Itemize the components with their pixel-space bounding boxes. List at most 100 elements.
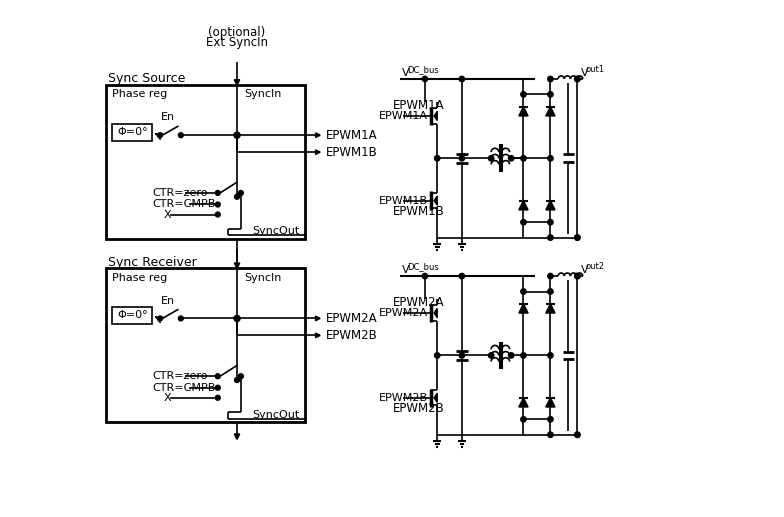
Circle shape xyxy=(216,396,220,400)
Text: CTR=zero: CTR=zero xyxy=(152,371,208,381)
Polygon shape xyxy=(546,107,555,116)
Polygon shape xyxy=(546,304,555,313)
Circle shape xyxy=(575,432,580,437)
Circle shape xyxy=(521,156,526,161)
Polygon shape xyxy=(234,434,240,439)
Text: DC_bus: DC_bus xyxy=(407,262,439,271)
Text: EPWM2B: EPWM2B xyxy=(393,402,445,415)
Text: out2: out2 xyxy=(586,262,604,271)
Text: CTR=CMPB: CTR=CMPB xyxy=(152,200,216,209)
Circle shape xyxy=(216,212,220,217)
Text: Φ=0°: Φ=0° xyxy=(117,310,147,321)
Circle shape xyxy=(548,417,553,422)
Text: EPWM1B: EPWM1B xyxy=(393,205,445,218)
Bar xyxy=(106,268,305,422)
Text: CTR=CMPB: CTR=CMPB xyxy=(152,383,216,393)
Polygon shape xyxy=(315,133,320,138)
Bar xyxy=(112,124,152,141)
Polygon shape xyxy=(315,333,320,338)
Circle shape xyxy=(459,156,465,161)
Circle shape xyxy=(521,353,526,358)
Circle shape xyxy=(521,92,526,97)
Circle shape xyxy=(434,156,440,161)
Text: V: V xyxy=(580,265,588,275)
Polygon shape xyxy=(234,80,240,85)
Circle shape xyxy=(548,235,553,240)
Circle shape xyxy=(234,315,240,322)
Circle shape xyxy=(238,374,243,378)
Circle shape xyxy=(216,202,220,207)
Circle shape xyxy=(548,353,553,358)
Text: En: En xyxy=(161,296,175,306)
Text: X: X xyxy=(164,393,172,403)
Circle shape xyxy=(509,353,514,358)
Bar xyxy=(106,85,305,239)
Text: DC_bus: DC_bus xyxy=(407,65,439,74)
Circle shape xyxy=(575,273,580,279)
Circle shape xyxy=(158,316,162,321)
Text: EPWM2A: EPWM2A xyxy=(393,296,445,309)
Circle shape xyxy=(548,273,553,279)
Polygon shape xyxy=(519,398,528,407)
Circle shape xyxy=(548,77,553,82)
Circle shape xyxy=(459,273,465,279)
Circle shape xyxy=(216,374,220,378)
Text: X: X xyxy=(164,209,172,220)
Polygon shape xyxy=(434,393,437,402)
Polygon shape xyxy=(315,316,320,321)
Circle shape xyxy=(216,191,220,195)
Circle shape xyxy=(216,386,220,390)
Text: Φ=0°: Φ=0° xyxy=(117,127,147,137)
Text: EPWM2A: EPWM2A xyxy=(326,312,378,325)
Polygon shape xyxy=(234,263,240,268)
Text: SyncOut: SyncOut xyxy=(252,226,299,236)
Text: (optional): (optional) xyxy=(209,26,266,39)
Circle shape xyxy=(434,353,440,358)
Circle shape xyxy=(521,289,526,294)
Circle shape xyxy=(238,191,243,195)
Text: Ext SyncIn: Ext SyncIn xyxy=(206,36,268,49)
Text: EPWM2B: EPWM2B xyxy=(379,393,428,403)
Polygon shape xyxy=(519,201,528,210)
Text: EPWM2B: EPWM2B xyxy=(326,329,378,342)
Text: Sync Receiver: Sync Receiver xyxy=(107,256,197,269)
Text: EPWM1B: EPWM1B xyxy=(326,146,378,159)
Text: V: V xyxy=(401,68,409,78)
Circle shape xyxy=(509,156,514,161)
Polygon shape xyxy=(546,398,555,407)
Circle shape xyxy=(548,432,553,437)
Circle shape xyxy=(179,316,183,321)
Text: V: V xyxy=(580,68,588,78)
Circle shape xyxy=(459,77,465,82)
Text: EPWM1A: EPWM1A xyxy=(393,99,445,112)
Circle shape xyxy=(521,220,526,225)
Circle shape xyxy=(548,156,553,161)
Circle shape xyxy=(459,353,465,358)
Text: SyncIn: SyncIn xyxy=(245,272,282,283)
Circle shape xyxy=(179,133,183,138)
Circle shape xyxy=(234,378,239,383)
Circle shape xyxy=(234,194,239,199)
Circle shape xyxy=(575,77,580,82)
Circle shape xyxy=(423,77,427,82)
Text: Phase reg: Phase reg xyxy=(112,89,168,99)
Text: En: En xyxy=(161,113,175,123)
Polygon shape xyxy=(434,196,437,205)
Text: CTR=zero: CTR=zero xyxy=(152,188,208,198)
Bar xyxy=(112,307,152,324)
Circle shape xyxy=(548,220,553,225)
Polygon shape xyxy=(315,150,320,155)
Circle shape xyxy=(548,92,553,97)
Text: EPWM1A: EPWM1A xyxy=(379,111,428,121)
Polygon shape xyxy=(519,107,528,116)
Text: Phase reg: Phase reg xyxy=(112,272,168,283)
Circle shape xyxy=(488,156,494,161)
Text: EPWM1A: EPWM1A xyxy=(326,129,378,142)
Text: SyncOut: SyncOut xyxy=(252,409,299,420)
Text: V: V xyxy=(401,265,409,275)
Text: out1: out1 xyxy=(586,65,604,74)
Circle shape xyxy=(548,289,553,294)
Polygon shape xyxy=(434,309,437,317)
Circle shape xyxy=(488,353,494,358)
Circle shape xyxy=(521,417,526,422)
